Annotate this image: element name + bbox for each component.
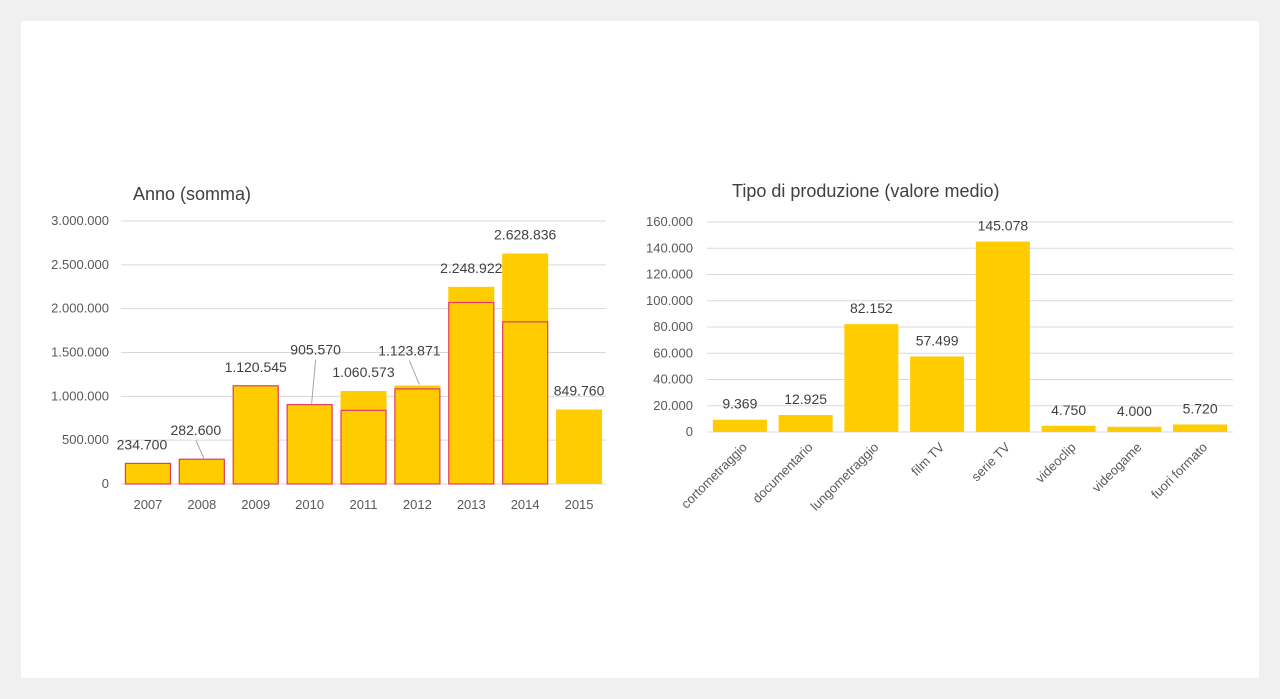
bar-outline-2008	[178, 458, 225, 485]
y-tick-label: 160.000	[646, 214, 693, 229]
chart-anno-somma: Anno (somma) 0 500.000 1.000.000 1.500.000 2…	[51, 184, 606, 512]
bar-2009	[232, 385, 279, 484]
data-label: 145.078	[978, 218, 1029, 234]
x-tick-label: 2013	[457, 497, 486, 512]
bar-outline-2010	[286, 404, 333, 485]
bar-2015	[556, 409, 603, 484]
y-tick-label: 3.000.000	[51, 213, 109, 228]
leader-line	[408, 360, 420, 385]
x-tick-label: 2014	[511, 497, 540, 512]
bar-outline-2014	[502, 321, 549, 485]
bar-film-TV	[910, 356, 965, 432]
data-label: 2.628.836	[494, 227, 556, 243]
y-tick-label: 40.000	[653, 372, 693, 387]
y-tick-label: 60.000	[653, 345, 693, 360]
y-tick-label: 20.000	[653, 398, 693, 413]
y-tick-label: 2.500.000	[51, 257, 109, 272]
leader-line	[195, 440, 205, 459]
bar-outline-2011	[340, 409, 387, 485]
data-label: 849.760	[554, 383, 605, 399]
y-tick-label: 0	[686, 424, 693, 439]
x-tick-label: film TV	[908, 439, 947, 478]
data-label: 4.000	[1117, 403, 1152, 419]
x-tick-label: videogame	[1089, 440, 1145, 496]
chart-title: Tipo di produzione (valore medio)	[732, 181, 999, 201]
data-label: 12.925	[784, 391, 827, 407]
x-tick-label: 2015	[565, 497, 594, 512]
chart-title: Anno (somma)	[133, 184, 251, 204]
x-tick-label: 2009	[241, 497, 270, 512]
x-tick-label: 2011	[350, 497, 378, 512]
x-tick-label: documentario	[749, 440, 815, 506]
data-label: 1.060.573	[332, 364, 394, 380]
x-tick-label: videoclip	[1032, 440, 1078, 486]
data-label: 4.750	[1051, 402, 1086, 418]
y-tick-label: 120.000	[646, 267, 693, 282]
data-label: 1.120.545	[225, 359, 287, 375]
bar-2008	[178, 459, 225, 484]
y-tick-label: 80.000	[653, 319, 693, 334]
bar-videogame	[1107, 426, 1162, 432]
bar-2007	[124, 463, 171, 484]
data-label: 82.152	[850, 300, 893, 316]
data-label: 5.720	[1183, 400, 1218, 416]
bar-outline-2013	[448, 301, 495, 485]
x-tick-label: fuori formato	[1148, 440, 1210, 502]
bar-serie-TV	[975, 241, 1030, 432]
x-tick-label: 2008	[187, 497, 216, 512]
data-label: 282.600	[171, 422, 222, 438]
data-label: 9.369	[722, 396, 757, 412]
y-tick-label: 500.000	[62, 432, 109, 447]
bar-outline-2009	[232, 385, 279, 485]
bar-2010	[286, 404, 333, 484]
y-tick-label: 0	[102, 476, 109, 491]
bar-outline-2007	[124, 462, 172, 485]
data-label: 57.499	[916, 333, 959, 349]
bar-2012	[394, 385, 441, 484]
bar-2011	[340, 391, 387, 484]
x-tick-label: lungometraggio	[808, 440, 882, 514]
x-tick-label: 2012	[403, 497, 432, 512]
x-tick-label: serie TV	[968, 439, 1013, 484]
x-tick-label: 2007	[133, 497, 162, 512]
data-label: 234.700	[117, 436, 168, 452]
y-tick-label: 1.500.000	[51, 345, 109, 360]
y-tick-label: 2.000.000	[51, 301, 109, 316]
slide: Anno (somma) 0 500.000 1.000.000 1.500.000 2…	[21, 21, 1259, 678]
bar-outline-2012	[394, 388, 441, 485]
bar-2013	[448, 286, 495, 484]
x-tick-label: 2010	[295, 497, 324, 512]
bar-videoclip	[1041, 425, 1096, 432]
bar-lungometraggio	[844, 324, 899, 432]
bar-documentario	[778, 415, 833, 432]
y-tick-label: 140.000	[646, 240, 693, 255]
x-tick-label: cortometraggio	[678, 440, 750, 512]
y-tick-label: 100.000	[646, 293, 693, 308]
bar-2014	[502, 253, 549, 484]
data-label: 905.570	[290, 342, 341, 358]
bar-cortometraggio	[712, 419, 767, 432]
leader-line	[311, 359, 317, 404]
chart-tipo-produzione: Tipo di produzione (valore medio) 0 20.00…	[646, 181, 1233, 514]
bar-fuori-formato	[1173, 424, 1228, 432]
y-tick-label: 1.000.000	[51, 388, 109, 403]
data-label: 1.123.871	[378, 342, 440, 358]
data-label: 2.248.922	[440, 260, 502, 276]
